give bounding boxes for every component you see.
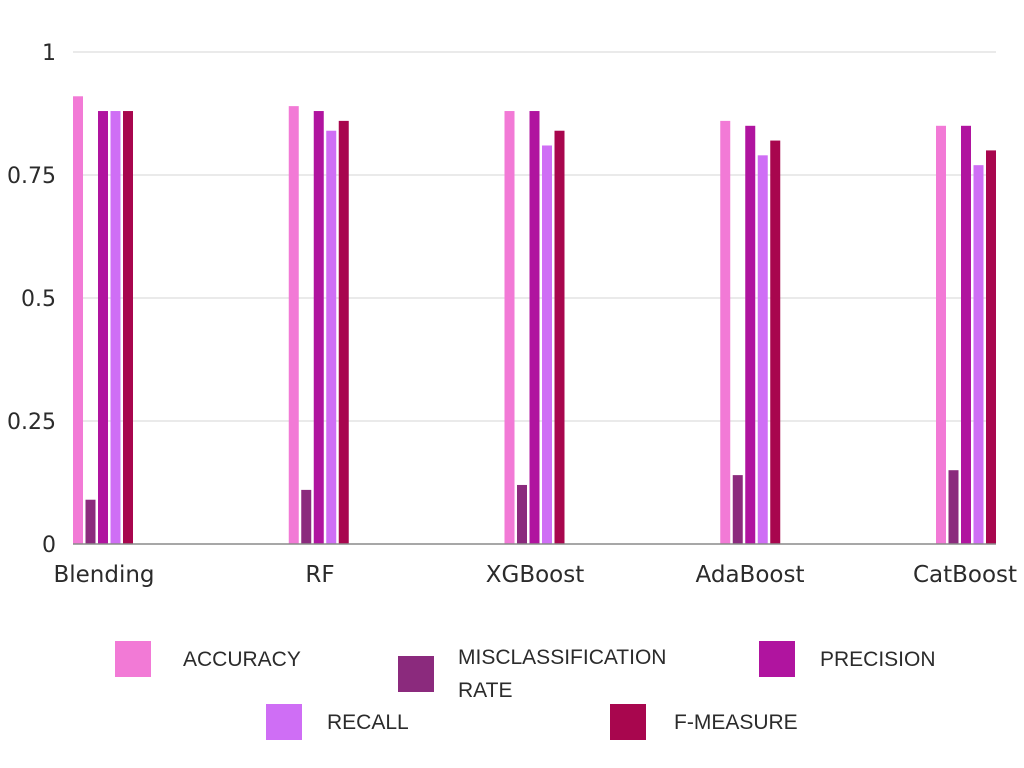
- bar-misclassification-rate-xgboost: [517, 484, 527, 544]
- bar-accuracy-xgboost: [504, 111, 515, 544]
- bar-precision-rf: [313, 111, 324, 544]
- bar-f-measure-catboost: [986, 150, 996, 544]
- bar-misclassification-rate-blending: [85, 499, 96, 544]
- y-axis-tick-labels: 0 0.25 0.5 0.75 1: [7, 41, 56, 558]
- bar-precision-blending: [98, 111, 108, 544]
- bar-f-measure-xgboost: [554, 130, 565, 544]
- bar-recall-xgboost: [542, 145, 552, 545]
- y-tick-label: 0.75: [7, 164, 56, 189]
- bars: [73, 96, 996, 545]
- y-tick-label: 0.25: [7, 410, 56, 435]
- bar-misclassification-rate-rf: [301, 489, 312, 544]
- bar-precision-catboost: [961, 125, 971, 545]
- x-axis-category-labels: Blending RF XGBoost AdaBoost CatBoost: [53, 562, 1017, 588]
- bar-recall-rf: [326, 130, 337, 544]
- bar-accuracy-catboost: [936, 125, 946, 545]
- y-tick-label: 0: [42, 533, 56, 558]
- bar-accuracy-blending: [73, 96, 83, 544]
- bar-f-measure-rf: [338, 120, 349, 544]
- bar-accuracy-adaboost: [720, 120, 731, 544]
- x-tick-label: CatBoost: [913, 562, 1017, 588]
- bar-recall-adaboost: [757, 155, 768, 544]
- bar-recall-catboost: [973, 165, 984, 544]
- bar-misclassification-rate-catboost: [948, 470, 959, 544]
- x-tick-label: XGBoost: [486, 562, 585, 588]
- bar-misclassification-rate-adaboost: [732, 475, 743, 544]
- y-tick-label: 0.5: [21, 287, 56, 312]
- x-tick-label: Blending: [53, 562, 154, 588]
- bar-precision-xgboost: [529, 111, 540, 544]
- bar-precision-adaboost: [745, 125, 756, 545]
- bar-accuracy-rf: [288, 106, 299, 545]
- x-tick-label: RF: [305, 562, 334, 588]
- x-tick-label: AdaBoost: [696, 562, 805, 588]
- bar-f-measure-blending: [123, 111, 133, 544]
- bar-recall-blending: [110, 111, 121, 544]
- bar-f-measure-adaboost: [770, 140, 781, 544]
- y-tick-label: 1: [42, 41, 56, 66]
